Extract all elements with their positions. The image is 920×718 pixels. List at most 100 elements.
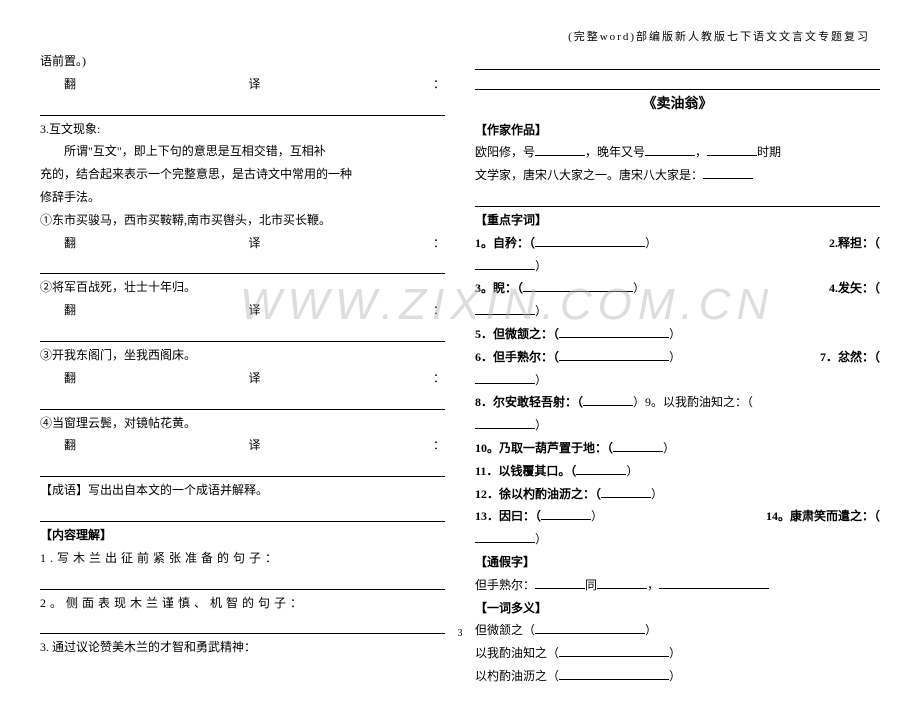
v3a: 3。睨：（	[475, 281, 523, 295]
yc-row-1: 但微颔之（）	[475, 619, 880, 642]
yc-blank-3	[559, 666, 669, 680]
yi-3: 译	[248, 367, 260, 390]
v10a: 10。乃取一葫芦置于地：（	[475, 441, 613, 455]
v13b: ）	[591, 509, 603, 523]
v8c: ）	[535, 418, 547, 432]
author-1c: ，	[695, 145, 707, 159]
v1a: 1。自矜：（	[475, 236, 535, 250]
blank-line-q1	[40, 572, 445, 590]
vocab-row-12: 12．徐以杓酌油沥之：（ ）	[475, 483, 880, 506]
fan-2: 翻	[40, 299, 76, 322]
v8b: ）9。以我酌油知之：（	[633, 395, 753, 409]
left-column: 语前置。) 翻 译 ： 3.互文现象: 所谓"互文"，即上下句的意思是互相交错，…	[40, 50, 445, 688]
author-2a: 文学家，唐宋八大家之一。唐宋八大家是：	[475, 168, 703, 182]
v8-blank	[583, 392, 633, 406]
zhongdian-title: 【重点字词】	[475, 209, 880, 232]
colon-3: ：	[433, 367, 445, 390]
v4-blank	[475, 301, 535, 315]
huwen-body-1: 所谓"互文"，即上下句的意思是互相交错，互相补	[40, 140, 445, 163]
v7a: 7．忿然：（	[820, 350, 880, 364]
translate-row-0: 翻 译 ：	[40, 73, 445, 96]
fan-4: 翻	[40, 434, 76, 457]
v5a: 5．但微颔之：（	[475, 327, 559, 341]
tj-blank-1	[535, 575, 585, 589]
huwen-body-3: 修辞手法。	[40, 186, 445, 209]
fan-label: 翻	[40, 73, 76, 96]
item-2: ②将军百战死，壮士十年归。	[40, 276, 445, 299]
essay-title: 《卖油翁》	[475, 92, 880, 119]
q2-text: 2。侧面表现木兰谨慎、机智的句子：	[40, 596, 306, 610]
colon-1: ：	[433, 232, 445, 255]
v7-blank	[475, 370, 535, 384]
author-line-2: 文学家，唐宋八大家之一。唐宋八大家是：	[475, 164, 880, 187]
item-1: ①东市买骏马，西市买鞍鞯,南市买辔头，北市买长鞭。	[40, 209, 445, 232]
blank-top-1	[475, 52, 880, 70]
v6b: ）	[669, 350, 681, 364]
v9-blank	[475, 415, 535, 429]
v1b: ）	[645, 236, 657, 250]
v4b: ）	[535, 304, 547, 318]
v6a: 6．但手熟尔：（	[475, 350, 559, 364]
v4b-row: ）	[475, 300, 880, 323]
v2a: 2.释担：（	[829, 236, 880, 250]
tongjia-line: 但手熟尔：同，	[475, 574, 880, 597]
yc3: 以杓酌油沥之（	[475, 669, 559, 683]
huwen-body-2: 充的，结合起来表示一个完整意思，是古诗文中常用的一种	[40, 163, 445, 186]
tongjia-text: 但手熟尔：	[475, 578, 535, 592]
blank-line-1	[40, 256, 445, 274]
v2b-row: ）	[475, 255, 880, 278]
blank-line-0	[40, 98, 445, 116]
v3b: ）	[633, 281, 645, 295]
v5-blank	[559, 324, 669, 338]
zuojia-title: 【作家作品】	[475, 119, 880, 142]
v3-blank	[523, 278, 633, 292]
v8a: 8．尔安敢轻吾射：（	[475, 395, 583, 409]
fan-1: 翻	[40, 232, 76, 255]
yc-blank-2	[559, 643, 669, 657]
v12b: ）	[651, 487, 663, 501]
v8c-row: ）	[475, 414, 880, 437]
yc-row-3: 以杓酌油沥之（ ）	[475, 665, 880, 688]
vocab-row-6: 6．但手熟尔：（ ） 7．忿然：（	[475, 346, 880, 369]
neirong-title: 【内容理解】	[40, 524, 445, 547]
tongjia-title: 【通假字】	[475, 551, 880, 574]
v2b: ）	[535, 259, 547, 273]
v11-blank	[576, 461, 626, 475]
vocab-row-11: 11．以钱覆其口。（）	[475, 460, 880, 483]
yi-label: 译	[248, 73, 260, 96]
blank-line-3	[40, 392, 445, 410]
translate-row-4: 翻 译 ：	[40, 434, 445, 457]
v10b: ）	[663, 441, 675, 455]
chengyu-line: 【成语】写出出自本文的一个成语并解释。	[40, 479, 445, 502]
v14b-row: ）	[475, 528, 880, 551]
v10-blank	[613, 438, 663, 452]
q1-row: 1.写木兰出征前紧张准备的句子：	[40, 547, 445, 570]
author-blank-1	[535, 142, 585, 156]
v7b-row: ）	[475, 369, 880, 392]
yc3-close: ）	[669, 669, 681, 683]
author-blank-3	[707, 142, 757, 156]
v5b: ）	[669, 327, 681, 341]
author-blank-4	[703, 165, 753, 179]
author-blank-2	[645, 142, 695, 156]
page-number: 3	[458, 628, 463, 639]
vocab-row-10: 10。乃取一葫芦置于地：（ ）	[475, 437, 880, 460]
yi-1: 译	[248, 232, 260, 255]
content-area: 语前置。) 翻 译 ： 3.互文现象: 所谓"互文"，即上下句的意思是互相交错，…	[0, 0, 920, 718]
vocab-row-5: 5．但微颔之：（ ）	[475, 323, 880, 346]
q1-text: 1.写木兰出征前紧张准备的句子	[40, 551, 265, 565]
vocab-row-8: 8．尔安敢轻吾射：（ ）9。以我酌油知之：（	[475, 391, 880, 414]
yc-row-2: 以我酌油知之（）	[475, 642, 880, 665]
yi-2: 译	[248, 299, 260, 322]
colon-0: ：	[433, 73, 445, 96]
v14-blank	[475, 529, 535, 543]
v1-blank	[535, 233, 645, 247]
q3-row: 3. 通过议论赞美木兰的才智和勇武精神：	[40, 636, 445, 659]
v12a: 12．徐以杓酌油沥之：（	[475, 487, 601, 501]
yc1-close: ）	[645, 623, 657, 637]
q3-text: 3. 通过议论赞美木兰的才智和勇武精神：	[40, 640, 256, 654]
translate-row-1: 翻 译 ：	[40, 232, 445, 255]
tj-blank-3	[659, 575, 769, 589]
yici-title: 【一词多义】	[475, 597, 880, 620]
line-pre: 语前置。)	[40, 50, 445, 73]
